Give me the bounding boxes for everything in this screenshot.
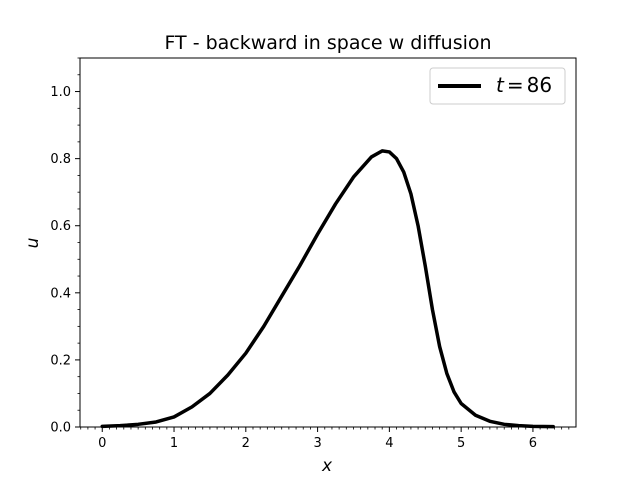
legend-t-symbol: t xyxy=(496,73,505,97)
x-tick-label: 4 xyxy=(385,436,393,451)
legend-equals: = xyxy=(507,73,524,97)
legend-label: t = 86 xyxy=(496,73,552,97)
legend: t = 86 xyxy=(429,67,566,105)
y-tick-label: 0.0 xyxy=(50,421,71,436)
plot-frame xyxy=(79,57,577,428)
x-axis-label: x xyxy=(321,456,333,476)
x-tick-label: 0 xyxy=(98,436,106,451)
chart-title: FT - backward in space w diffusion xyxy=(164,32,491,54)
x-axis: 0 1 2 3 4 5 6 xyxy=(80,427,570,451)
x-tick-label: 3 xyxy=(313,436,321,451)
y-tick-label: 1.0 xyxy=(50,85,71,100)
x-tick-label: 1 xyxy=(170,436,178,451)
x-tick-label: 5 xyxy=(457,436,465,451)
plot-area xyxy=(79,57,577,429)
legend-value: 86 xyxy=(527,73,552,97)
y-tick-label: 0.8 xyxy=(50,152,71,167)
y-tick-label: 0.2 xyxy=(50,353,71,368)
y-tick-label: 0.4 xyxy=(50,286,71,301)
x-tick-label: 2 xyxy=(242,436,250,451)
y-tick-label: 0.6 xyxy=(50,219,71,234)
x-tick-label: 6 xyxy=(529,436,537,451)
y-axis: 0.0 0.2 0.4 0.6 0.8 1.0 xyxy=(50,57,80,436)
y-axis-label: u xyxy=(23,237,43,248)
series-line-0 xyxy=(100,149,555,429)
legend-box xyxy=(429,67,566,105)
